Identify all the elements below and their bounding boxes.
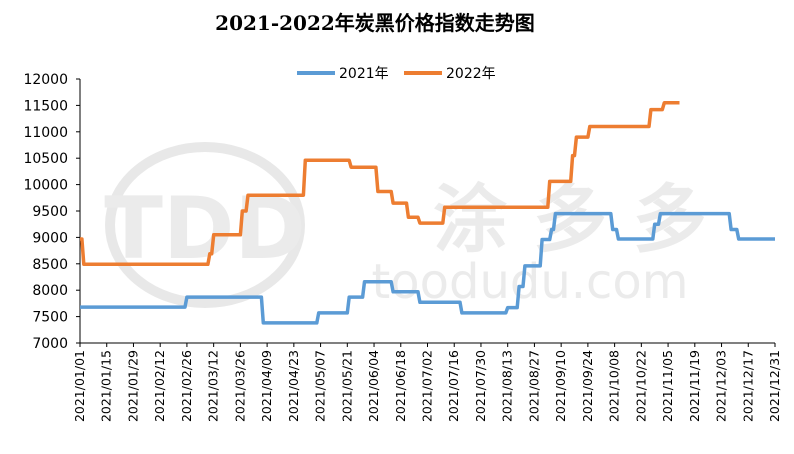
chart-title: 2021-2022年炭黑价格指数走势图 xyxy=(215,11,535,35)
x-tick-label: 2021/04/23 xyxy=(286,350,301,422)
x-tick-label: 2021/05/21 xyxy=(339,350,354,422)
y-tick-label: 11500 xyxy=(23,98,68,114)
x-tick-label: 2021/09/10 xyxy=(553,350,568,422)
x-tick-label: 2021/12/17 xyxy=(740,350,755,422)
x-tick-label: 2021/04/09 xyxy=(259,350,274,422)
legend-label-2022: 2022年 xyxy=(446,66,496,82)
legend: 2021年 2022年 xyxy=(297,66,496,82)
watermark-logo: TDD 涂 多 多 toodudu.com xyxy=(104,142,707,310)
y-tick-label: 10500 xyxy=(23,151,68,167)
y-tick-label: 12000 xyxy=(23,72,68,88)
series-line-2022 xyxy=(80,101,680,267)
x-tick-label: 2021/11/19 xyxy=(687,350,702,422)
x-tick-label: 2021/07/02 xyxy=(420,350,435,422)
x-tick-labels: 2021/01/01 2021/01/15 2021/01/29 2021/02/12… xyxy=(72,343,782,422)
x-tick-label: 2021/02/26 xyxy=(179,350,194,422)
svg-text:涂 多 多: 涂 多 多 xyxy=(433,177,707,263)
x-tick-label: 2021/01/01 xyxy=(72,350,87,422)
x-tick-label: 2021/10/08 xyxy=(607,350,622,422)
x-tick-label: 2021/06/18 xyxy=(393,350,408,422)
y-tick-label: 9500 xyxy=(32,204,68,220)
y-tick-label: 7500 xyxy=(32,310,68,326)
x-tick-label: 2021/07/30 xyxy=(473,350,488,422)
x-tick-label: 2021/08/27 xyxy=(526,350,541,422)
series-lines xyxy=(80,101,775,325)
x-tick-label: 2021/01/15 xyxy=(99,350,114,422)
x-tick-label: 2021/07/16 xyxy=(446,350,461,422)
x-tick-label: 2021/03/26 xyxy=(232,350,247,422)
x-tick-label: 2021/10/22 xyxy=(633,350,648,422)
x-tick-label: 2021/12/31 xyxy=(767,350,782,422)
x-tick-label: 2021/03/12 xyxy=(206,350,221,422)
x-tick-label: 2021/05/07 xyxy=(313,350,328,422)
x-tick-label: 2021/08/13 xyxy=(500,350,515,422)
legend-label-2021: 2021年 xyxy=(339,66,389,82)
y-tick-label: 8500 xyxy=(32,257,68,273)
x-tick-label: 2021/06/04 xyxy=(366,350,381,422)
y-tick-label: 9000 xyxy=(32,230,68,246)
y-tick-label: 8000 xyxy=(32,283,68,299)
x-tick-label: 2021/09/24 xyxy=(580,350,595,422)
y-tick-label: 7000 xyxy=(32,336,68,352)
series-line-2021 xyxy=(80,211,775,325)
x-tick-label: 2021/11/05 xyxy=(660,350,675,422)
y-tick-label: 11000 xyxy=(23,125,68,141)
y-tick-label: 10000 xyxy=(23,178,68,194)
y-tick-labels: 7000 7500 8000 8500 9000 9500 10000 10500 11000 1… xyxy=(23,72,80,352)
x-tick-label: 2021/02/12 xyxy=(152,350,167,422)
x-tick-label: 2021/12/03 xyxy=(714,350,729,422)
x-tick-label: 2021/01/29 xyxy=(125,350,140,422)
